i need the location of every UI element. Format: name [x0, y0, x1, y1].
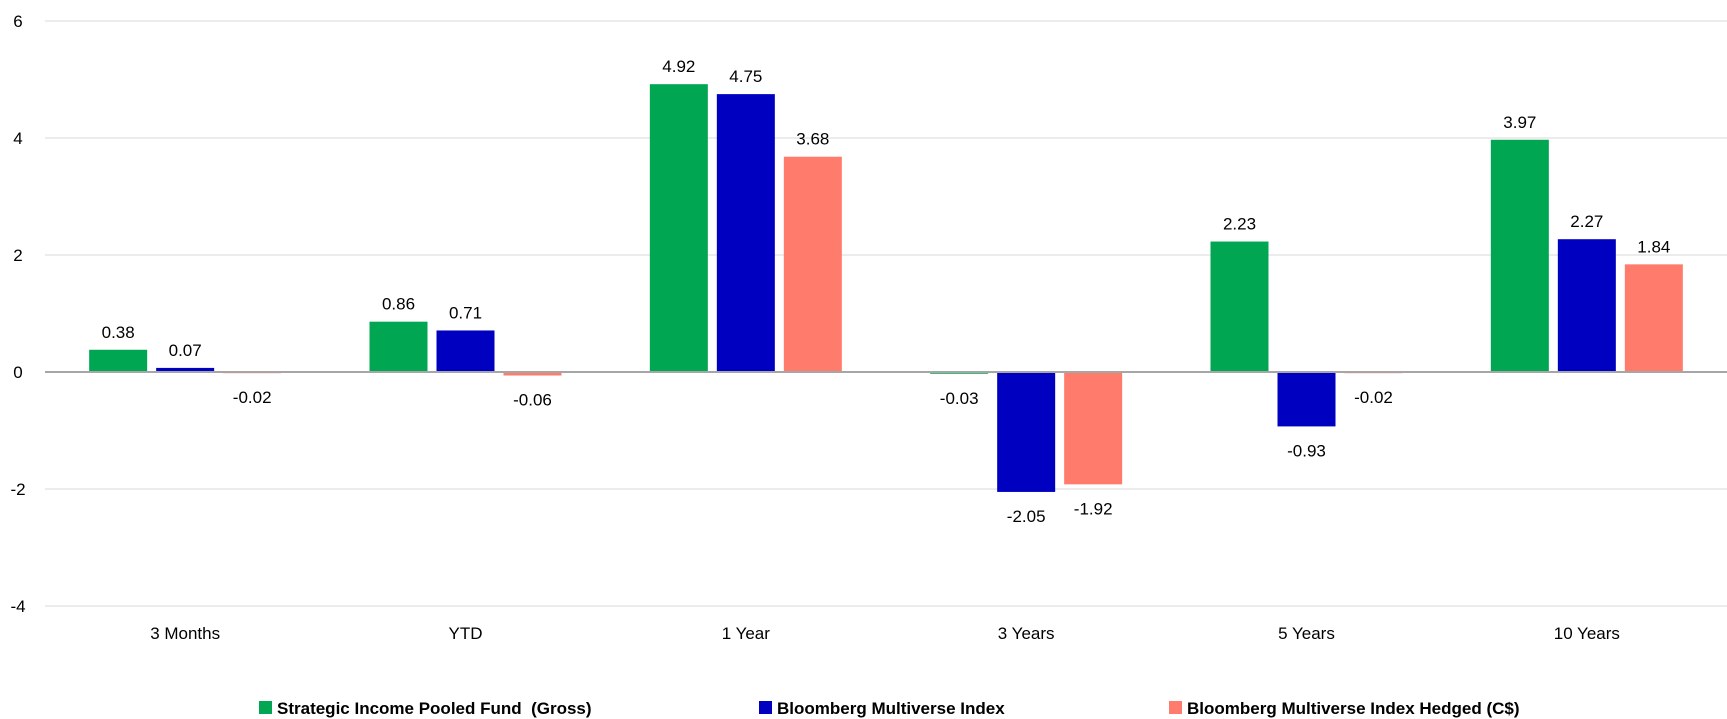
x-tick-label: 3 Months [150, 624, 220, 643]
legend: Strategic Income Pooled Fund (Gross) Bloo… [259, 699, 1520, 718]
bar [503, 372, 562, 376]
legend-swatch [1169, 701, 1182, 714]
bar [436, 330, 495, 372]
legend-label: Bloomberg Multiverse Index Hedged (C$) [1187, 699, 1520, 718]
data-label: -0.02 [1354, 388, 1393, 407]
data-label: 4.92 [662, 57, 695, 76]
data-label: -0.93 [1287, 441, 1326, 460]
bars [89, 84, 1683, 492]
data-label: 0.38 [102, 323, 135, 342]
bar [1210, 241, 1269, 372]
bar [1277, 372, 1336, 427]
bar [716, 94, 775, 372]
gridlines [45, 20, 1727, 607]
data-label: 0.71 [449, 303, 482, 322]
bar [369, 321, 428, 372]
legend-item: Bloomberg Multiverse Index [759, 699, 1005, 718]
bar [156, 367, 215, 372]
data-label: -2.05 [1007, 507, 1046, 526]
x-tick-label: YTD [449, 624, 483, 643]
bar [1557, 239, 1616, 372]
data-labels: 0.38 0.86 4.92 -0.03 2.23 3.97 0.07 0.71 4.75 -2.… [102, 57, 1671, 526]
data-label: 2.23 [1223, 215, 1256, 234]
y-tick-label: 6 [13, 12, 22, 31]
x-axis: 3 Months YTD 1 Year 3 Years 5 Years 10 Years [150, 624, 1620, 643]
x-tick-label: 1 Year [722, 624, 771, 643]
data-label: 2.27 [1570, 212, 1603, 231]
legend-item: Strategic Income Pooled Fund (Gross) [259, 699, 592, 718]
data-label: 3.97 [1503, 113, 1536, 132]
bar [1064, 372, 1123, 485]
y-tick-label: 0 [13, 363, 22, 382]
legend-item: Bloomberg Multiverse Index Hedged (C$) [1169, 699, 1520, 718]
x-tick-label: 5 Years [1278, 624, 1335, 643]
y-axis: 6 4 2 0 -2 -4 [10, 12, 25, 616]
data-label: -0.06 [513, 391, 552, 410]
bar [1624, 264, 1683, 372]
data-label: 0.86 [382, 295, 415, 314]
bar [783, 156, 842, 372]
y-tick-label: 2 [13, 246, 22, 265]
data-label: 3.68 [796, 130, 829, 149]
data-label: -0.03 [940, 389, 979, 408]
y-tick-label: 4 [13, 129, 22, 148]
bar [649, 84, 708, 373]
bar [997, 372, 1056, 492]
data-label: -0.02 [233, 388, 272, 407]
x-tick-label: 10 Years [1554, 624, 1620, 643]
y-tick-label: -2 [10, 480, 25, 499]
legend-label: Bloomberg Multiverse Index [777, 699, 1005, 718]
data-label: 1.84 [1637, 237, 1670, 256]
data-label: 4.75 [729, 67, 762, 86]
legend-swatch [259, 701, 272, 714]
data-label: 0.07 [169, 341, 202, 360]
y-tick-label: -4 [10, 597, 25, 616]
bar [89, 349, 148, 372]
data-label: -1.92 [1074, 499, 1113, 518]
x-tick-label: 3 Years [998, 624, 1055, 643]
legend-label: Strategic Income Pooled Fund (Gross) [277, 699, 592, 718]
bar [1490, 139, 1549, 372]
legend-swatch [759, 701, 772, 714]
